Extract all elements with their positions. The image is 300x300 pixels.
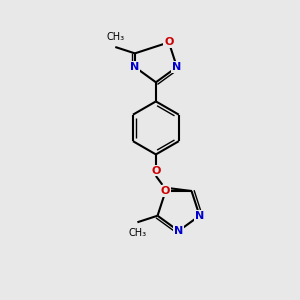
- Text: N: N: [195, 211, 204, 221]
- Text: O: O: [164, 37, 174, 47]
- Text: CH₃: CH₃: [106, 32, 124, 42]
- Text: O: O: [151, 166, 160, 176]
- Text: N: N: [174, 226, 183, 236]
- Text: CH₃: CH₃: [128, 228, 146, 238]
- Text: N: N: [130, 62, 140, 72]
- Text: N: N: [172, 62, 182, 72]
- Text: O: O: [161, 186, 170, 196]
